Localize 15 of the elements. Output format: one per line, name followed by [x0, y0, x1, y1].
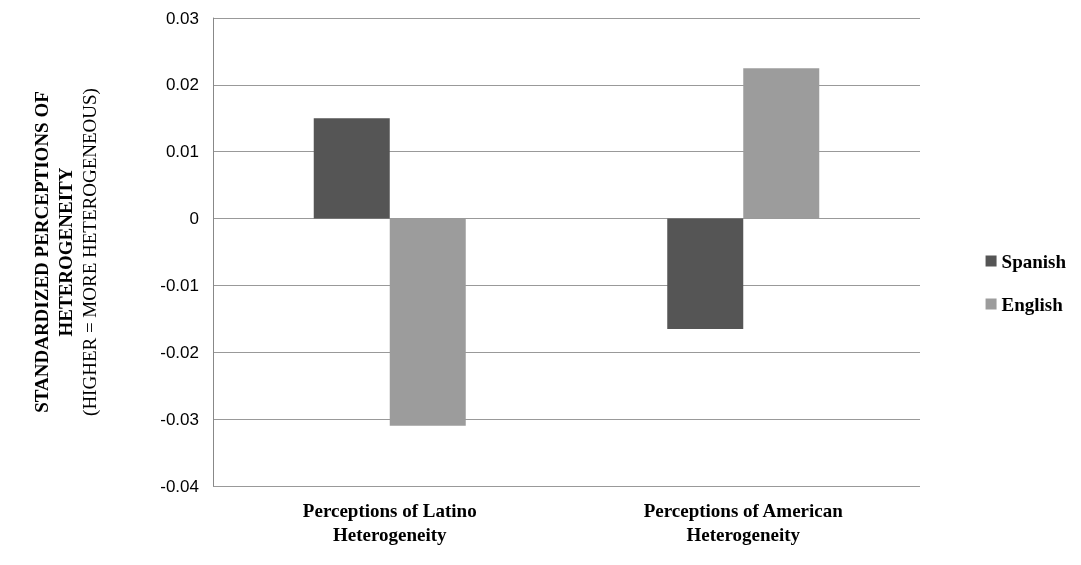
- bar: [313, 118, 390, 219]
- y-tick-label: -0.02: [160, 342, 199, 362]
- y-tick-label: -0.01: [160, 275, 199, 295]
- legend-label: Spanish: [1001, 250, 1067, 272]
- y-tick-label: 0.02: [165, 75, 199, 95]
- legend-label: English: [1001, 293, 1064, 315]
- y-tick-label: 0.01: [165, 142, 199, 162]
- y-tick-label: 0: [189, 209, 199, 229]
- x-tick-label: Perceptions of Latino Heterogeneity: [302, 499, 477, 545]
- y-axis-title: STANDARDIZED PERCEPTIONS OF HETEROGENEITY (HIGHER = MORE HETEROGENEOUS): [30, 88, 101, 416]
- bar: [667, 218, 744, 329]
- y-tick-label: -0.03: [160, 409, 199, 429]
- x-tick-label: Perceptions of American Heterogeneity: [643, 499, 844, 545]
- y-tick-label: -0.04: [160, 476, 199, 496]
- y-tick-label: 0.03: [165, 8, 199, 28]
